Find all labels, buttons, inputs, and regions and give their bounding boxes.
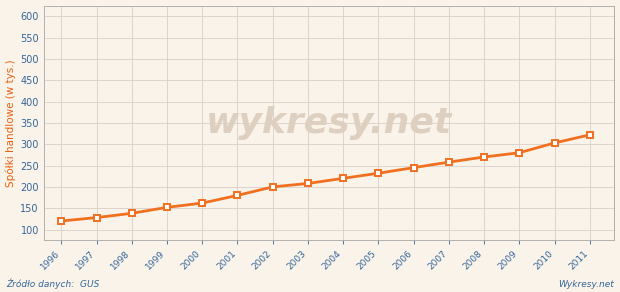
Text: Wykresy.net: Wykresy.net [558, 280, 614, 289]
Text: wykresy.net: wykresy.net [206, 106, 452, 140]
Y-axis label: Spółki handlowe (w tys.): Spółki handlowe (w tys.) [6, 59, 16, 187]
Text: Źródło danych:  GUS: Źródło danych: GUS [6, 279, 100, 289]
